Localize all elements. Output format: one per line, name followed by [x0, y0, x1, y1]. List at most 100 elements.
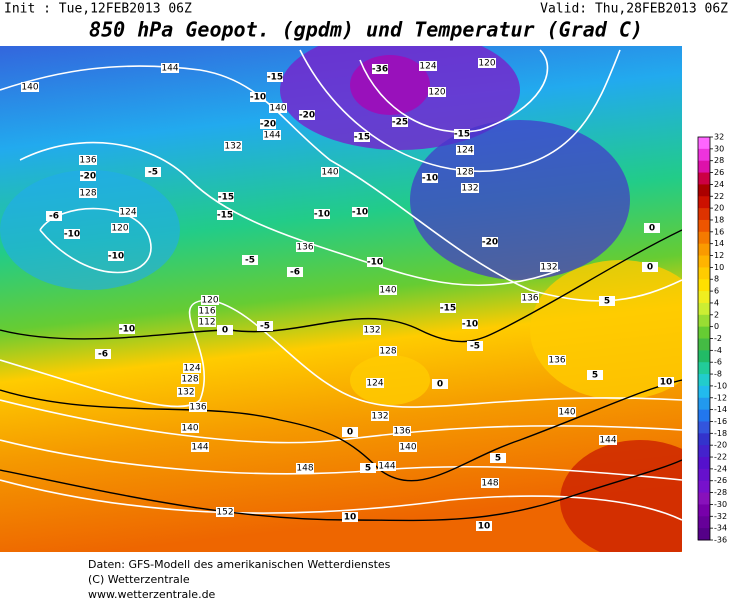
temperature-label: 5: [604, 297, 610, 307]
label-box: [296, 463, 314, 473]
colorbar-swatch: [698, 267, 710, 280]
label-box: [263, 130, 281, 140]
label-box: [467, 341, 483, 351]
label-box: [521, 293, 539, 303]
colorbar-label: 14: [714, 239, 724, 248]
colorbar-label: 16: [714, 227, 724, 236]
label-box: [287, 267, 303, 277]
temperature-label: -10: [250, 93, 266, 103]
geopotential-label: 144: [161, 64, 178, 74]
label-box: [432, 379, 448, 389]
geopotential-label: 124: [366, 379, 383, 389]
colorbar-swatch: [698, 302, 710, 316]
geopotential-label: 132: [177, 388, 194, 398]
geopotential-label: 136: [189, 403, 206, 413]
geopotential-label: 124: [419, 62, 436, 72]
colorbar: 32302826242220181614121086420-2-4-6-8-10…: [697, 133, 727, 545]
label-box: [372, 64, 388, 74]
colorbar-label: 6: [714, 287, 719, 296]
colorbar-swatch: [698, 255, 710, 268]
label-box: [367, 257, 383, 267]
temperature-label: 10: [478, 522, 491, 532]
colorbar-label: 20: [714, 204, 724, 213]
footer-source: Daten: GFS-Modell des amerikanischen Wet…: [88, 558, 391, 571]
label-box: [111, 223, 129, 233]
colorbar-label: 2: [714, 310, 719, 319]
temperature-label: 5: [592, 371, 598, 381]
geopotential-label: 124: [119, 208, 136, 218]
geopotential-label: 132: [224, 142, 241, 152]
colorbar-label: -12: [714, 393, 727, 402]
isohypses: [0, 49, 682, 521]
temperature-label: -10: [462, 320, 478, 330]
colorbar-swatch: [698, 172, 710, 185]
label-box: [224, 141, 242, 151]
temperature-label: -25: [392, 118, 408, 128]
geopotential-label: 136: [79, 156, 96, 166]
temperature-label: -6: [98, 350, 108, 360]
label-box: [217, 325, 233, 335]
geopotential-label: 136: [521, 294, 538, 304]
colorbar-label: -16: [714, 417, 727, 426]
label-box: [189, 402, 207, 412]
label-box: [218, 192, 234, 202]
geopotential-label: 136: [296, 243, 313, 253]
geopotential-label: 128: [379, 347, 396, 357]
geopotential-label: 128: [456, 168, 473, 178]
label-box: [379, 285, 397, 295]
colorbar-swatch: [698, 492, 710, 505]
geopotential-label: 132: [371, 412, 388, 422]
colorbar-swatch: [698, 433, 710, 446]
label-box: [119, 324, 135, 334]
label-box: [352, 207, 368, 217]
colorbar-label: -6: [714, 358, 722, 367]
geopotential-label: 144: [263, 131, 280, 141]
label-box: [419, 61, 437, 71]
label-box: [456, 167, 474, 177]
cold-core: [350, 55, 430, 115]
colorbar-label: 24: [714, 180, 724, 189]
temperature-label: -20: [80, 172, 96, 182]
colorbar-swatch: [698, 457, 710, 470]
label-box: [642, 262, 658, 272]
cold-area: [410, 120, 630, 280]
label-box: [354, 132, 370, 142]
colorbar-swatch: [698, 468, 710, 482]
warm-area: [350, 355, 430, 405]
geopotential-label: 120: [111, 224, 128, 234]
colorbar-label: -36: [714, 536, 727, 545]
colorbar-swatch: [698, 528, 710, 541]
label-box: [201, 295, 219, 305]
label-box: [145, 167, 161, 177]
geopotential-label: 152: [216, 508, 233, 518]
colorbar-label: 0: [714, 322, 719, 331]
colorbar-label: 8: [714, 275, 719, 284]
geopotential-label: 144: [378, 462, 395, 472]
label-box: [428, 87, 446, 97]
temperature-label: 5: [495, 454, 501, 464]
label-box: [599, 435, 617, 445]
geopotential-label: 132: [363, 326, 380, 336]
temperature-label: -6: [290, 268, 300, 278]
geopotential-label: 128: [181, 375, 198, 385]
geopotential-label: 132: [540, 263, 557, 273]
colorbar-swatch: [698, 374, 710, 387]
temperature-label: -20: [260, 120, 276, 130]
colorbar-label: -10: [714, 381, 727, 390]
temperature-label: -10: [108, 252, 124, 262]
colorbar-swatch: [698, 409, 710, 422]
valid-time: Valid: Thu,28FEB2013 06Z: [540, 2, 728, 17]
footer-url: www.wetterzentrale.de: [88, 588, 216, 600]
colorbar-swatch: [698, 160, 710, 174]
label-box: [217, 210, 233, 220]
label-box: [260, 119, 276, 129]
label-box: [242, 255, 258, 265]
label-box: [548, 355, 566, 365]
geopotential-label: 148: [296, 464, 313, 474]
colorbar-swatch: [698, 480, 710, 494]
label-box: [21, 82, 39, 92]
colorbar-label: 18: [714, 215, 724, 224]
geopotential-label: 140: [558, 408, 575, 418]
label-box: [95, 349, 111, 359]
temperature-label: -10: [422, 174, 438, 184]
